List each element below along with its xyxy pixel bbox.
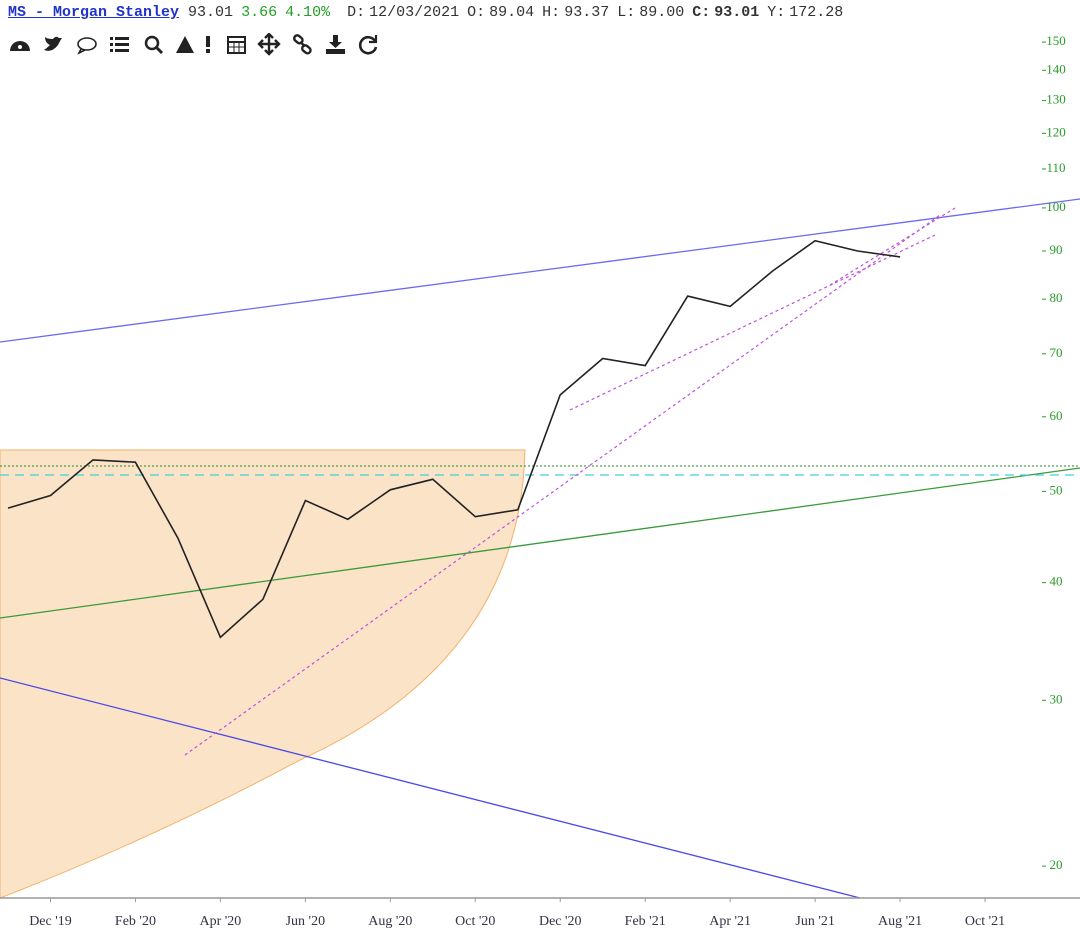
x-tick-label: Aug '21 xyxy=(878,914,922,929)
quote-header: MS - Morgan Stanley 93.01 3.66 4.10% D: 12/… xyxy=(8,4,859,21)
quote-label: Y: xyxy=(767,4,786,21)
trend-line xyxy=(0,677,861,899)
y-tick-label: 80 xyxy=(1050,290,1063,305)
download-icon[interactable] xyxy=(326,35,345,54)
quote-label: C: xyxy=(692,4,711,21)
x-tick-label: Feb '21 xyxy=(625,914,666,929)
y-tick-label: 150 xyxy=(1046,33,1066,48)
shaded-region xyxy=(0,449,526,899)
warning-icon[interactable] xyxy=(176,36,194,53)
quote-label: L: xyxy=(617,4,636,21)
y-tick-label: 50 xyxy=(1050,482,1063,497)
alert-icon[interactable] xyxy=(206,36,210,53)
quote-fields: D: 12/03/2021 O: 89.04 H: 93.37 L: 89.00 C: 93.01… xyxy=(347,4,851,21)
y-tick-label: 130 xyxy=(1046,92,1066,107)
quote-value: 89.04 xyxy=(489,4,535,21)
y-tick-label: 20 xyxy=(1050,857,1063,872)
price-line xyxy=(7,239,901,639)
y-tick-label: 140 xyxy=(1046,61,1066,76)
quote-label: H: xyxy=(542,4,561,21)
refresh-icon[interactable] xyxy=(358,35,378,55)
x-tick-label: Oct '20 xyxy=(455,914,495,929)
x-tick-label: Apr '20 xyxy=(200,914,242,929)
symbol-link[interactable]: MS - Morgan Stanley xyxy=(8,4,180,21)
change-pct: 4.10% xyxy=(285,4,331,21)
trend-line xyxy=(0,467,1080,619)
x-tick-label: Aug '20 xyxy=(368,914,412,929)
y-tick-label: 60 xyxy=(1050,408,1063,423)
quote-label: O: xyxy=(467,4,486,21)
move-icon[interactable] xyxy=(257,33,281,56)
toolbar xyxy=(10,33,378,56)
trend-line xyxy=(184,214,941,756)
y-tick-label: 120 xyxy=(1046,124,1066,139)
quote-value: 93.01 xyxy=(714,4,760,21)
quote-value: 172.28 xyxy=(789,4,844,21)
y-tick-label: 30 xyxy=(1050,691,1063,706)
x-tick-label: Jun '20 xyxy=(286,914,325,929)
quote-value: 89.00 xyxy=(639,4,685,21)
y-tick-label: 70 xyxy=(1050,345,1063,360)
y-tick-label: 110 xyxy=(1046,160,1065,175)
quote-value: 12/03/2021 xyxy=(369,4,460,21)
trend-line xyxy=(569,234,936,411)
twitter-icon[interactable] xyxy=(44,36,62,51)
y-tick-label: 40 xyxy=(1050,574,1063,589)
last-price: 93.01 xyxy=(188,4,234,21)
link-icon[interactable] xyxy=(293,34,312,55)
x-tick-label: Feb '20 xyxy=(115,914,156,929)
comment-icon[interactable] xyxy=(77,37,97,55)
dashboard-icon[interactable] xyxy=(10,41,30,51)
trend-line xyxy=(829,207,956,286)
x-tick-label: Dec '19 xyxy=(29,914,72,929)
quote-value: 93.37 xyxy=(564,4,610,21)
x-tick-label: Apr '21 xyxy=(709,914,751,929)
change: 3.66 xyxy=(241,4,278,21)
x-tick-label: Jun '21 xyxy=(795,914,834,929)
search-icon[interactable] xyxy=(144,35,164,55)
calendar-icon[interactable] xyxy=(227,36,246,54)
x-tick-label: Dec '20 xyxy=(539,914,582,929)
list-icon[interactable] xyxy=(110,37,129,52)
x-tick-label: Oct '21 xyxy=(965,914,1005,929)
trend-line xyxy=(0,198,1080,343)
quote-label: D: xyxy=(347,4,366,21)
y-tick-label: 90 xyxy=(1050,242,1063,257)
y-tick-label: 100 xyxy=(1046,199,1066,214)
